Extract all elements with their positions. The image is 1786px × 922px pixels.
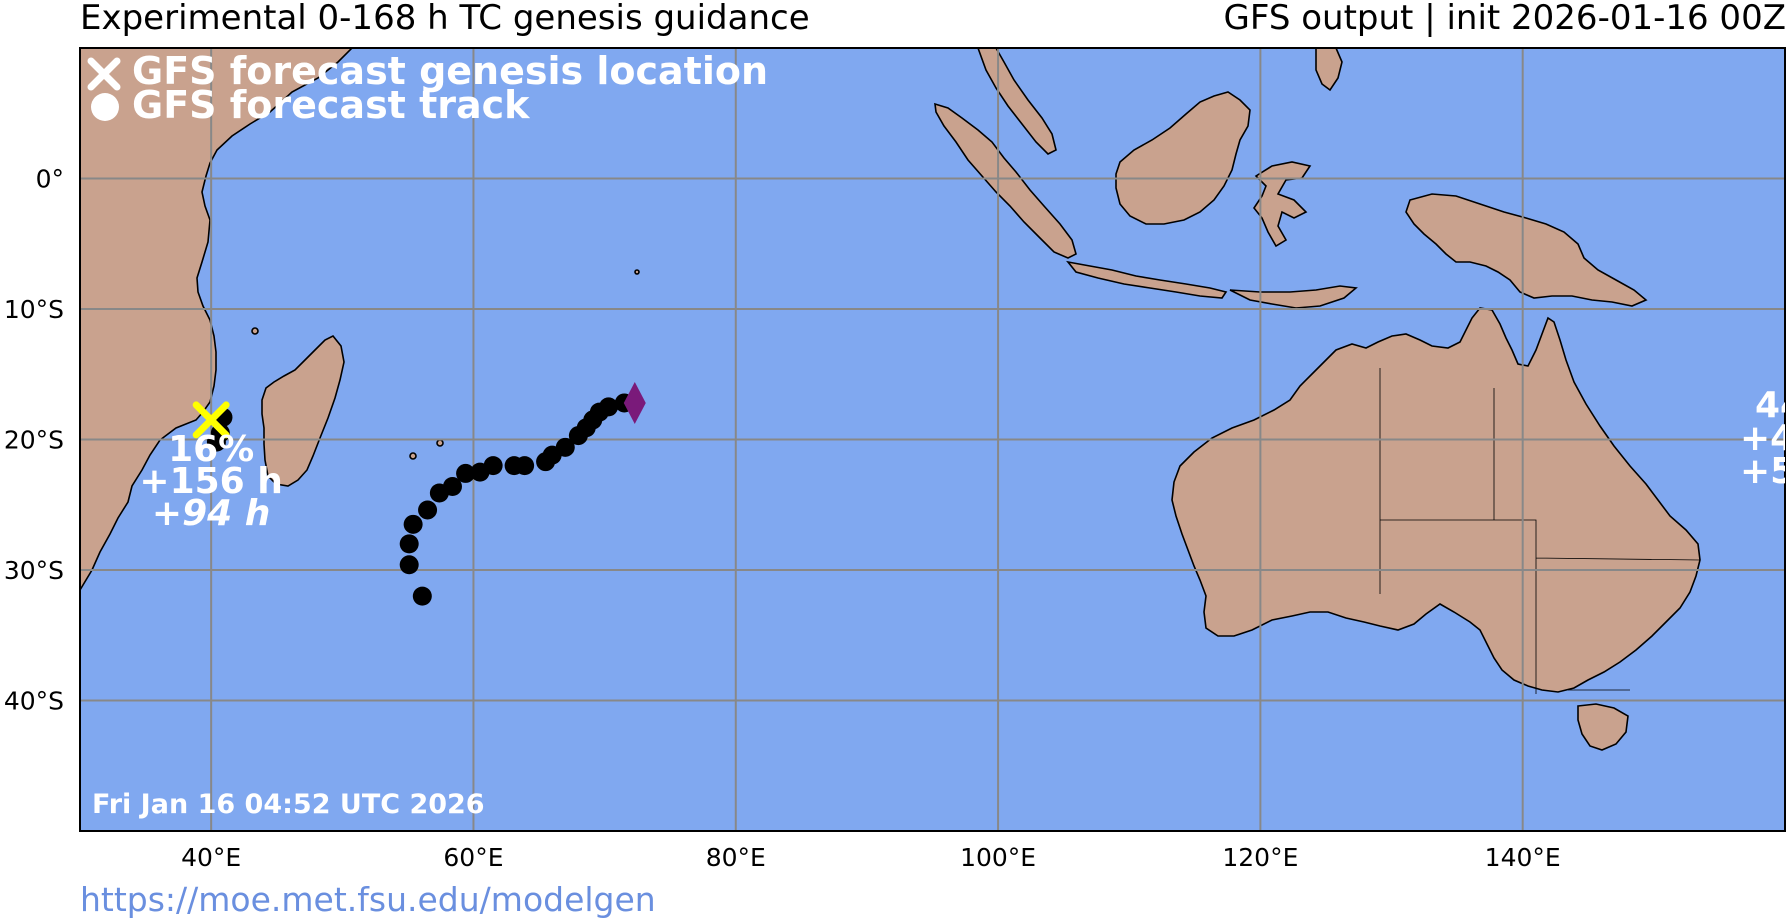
lon-tick-label: 140°E xyxy=(1485,843,1561,870)
legend-genesis-label: GFS forecast genesis location xyxy=(132,49,768,93)
genesis-probability: 16% xyxy=(168,429,254,470)
track-point xyxy=(470,462,490,482)
track-point xyxy=(399,534,419,554)
track-point xyxy=(456,463,476,483)
landmass-africa xyxy=(80,48,354,592)
island-comoros xyxy=(251,327,259,335)
genesis-map: 0° 10°S 20°S 30°S 40°S 40°E 60°E 80°E 100°E 120°E… xyxy=(4,47,1786,871)
map-title: Experimental 0-168 h TC genesis guidance xyxy=(80,0,810,38)
storm-0: 16%+156 h+94 h xyxy=(139,401,283,534)
track-point xyxy=(399,555,419,575)
landmass-madagascar xyxy=(261,334,345,487)
model-init-label: GFS output | init 2026-01-16 00Z xyxy=(1223,0,1786,38)
axis-ticks: 0° 10°S 20°S 30°S 40°S 40°E 60°E 80°E 100°E 120°E… xyxy=(4,165,1561,871)
landmass-new-guinea xyxy=(1405,193,1648,307)
map-gridlines xyxy=(80,48,1785,831)
track-point xyxy=(403,514,423,534)
map-frame xyxy=(79,47,1786,832)
landmass-sulawesi xyxy=(1253,161,1312,248)
landmass-sumatra xyxy=(934,102,1077,259)
landmass-lesser-sunda xyxy=(1229,285,1358,309)
storm-2: 44+4+5 xyxy=(1740,385,1786,492)
lon-tick-label: 80°E xyxy=(706,843,766,870)
lon-tick-label: 120°E xyxy=(1222,843,1298,870)
track-point xyxy=(412,586,432,606)
lat-tick-label: 30°S xyxy=(4,556,64,585)
land-layer xyxy=(80,48,1701,751)
valid-time-stamp: Fri Jan 16 04:52 UTC 2026 xyxy=(92,789,485,820)
track-end-diamond xyxy=(623,381,646,424)
island-mauritius xyxy=(409,452,417,460)
offmap-duration: +5 xyxy=(1740,451,1786,492)
track-point xyxy=(429,483,449,503)
lat-tick-label: 40°S xyxy=(4,687,64,716)
lon-tick-label: 60°E xyxy=(443,843,503,870)
border-lines xyxy=(1379,368,1701,694)
storm-layer: 16%+156 h+94 h 44+4+5 xyxy=(139,381,1786,606)
track-point xyxy=(206,432,226,452)
track-dot-legend-icon xyxy=(91,93,119,121)
lon-tick-label: 100°E xyxy=(960,843,1036,870)
landmass-java xyxy=(1066,260,1228,299)
lat-tick-label: 10°S xyxy=(4,295,64,324)
genesis-x-legend-icon xyxy=(87,57,121,91)
source-url[interactable]: https://moe.met.fsu.edu/modelgen xyxy=(80,880,656,919)
island-rodrigues xyxy=(634,269,640,275)
lon-tick-label: 40°E xyxy=(181,843,241,870)
genesis-lead-time: +156 h xyxy=(139,461,282,502)
island-reunion xyxy=(436,439,444,447)
track-point xyxy=(504,456,524,476)
lat-tick-label: 20°S xyxy=(4,426,64,455)
track-point xyxy=(418,500,438,520)
track-point xyxy=(536,452,556,472)
landmass-philippines xyxy=(1315,48,1343,92)
offmap-probability: 44 xyxy=(1755,385,1786,426)
legend-track-label: GFS forecast track xyxy=(132,83,530,127)
offmap-lead-time: +4 xyxy=(1740,418,1786,459)
track-point xyxy=(568,426,588,446)
landmass-tasmania xyxy=(1577,703,1629,751)
map-legend: GFS forecast genesis location GFS foreca… xyxy=(87,49,768,127)
storm-1 xyxy=(399,381,646,606)
landmass-borneo xyxy=(1115,91,1251,225)
genesis-duration: +94 h xyxy=(152,493,270,534)
genesis-x-marker xyxy=(192,401,230,439)
lat-tick-label: 0° xyxy=(36,165,64,194)
